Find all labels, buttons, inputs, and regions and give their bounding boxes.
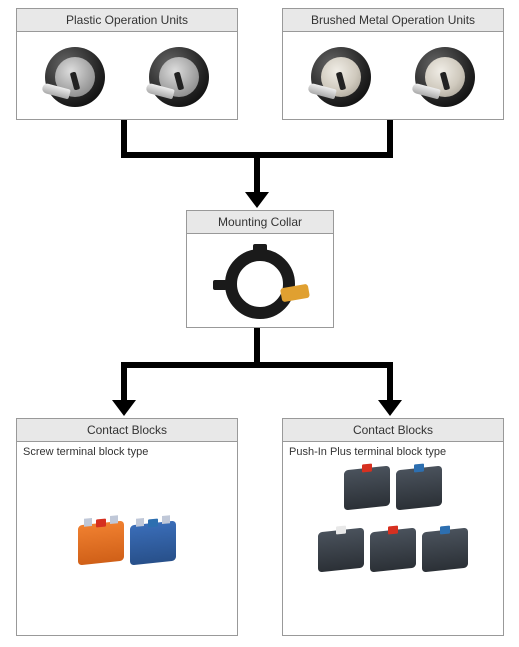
contact-block-blue-icon [130,521,176,566]
arrow-down-icon [245,192,269,208]
plastic-units-card: Plastic Operation Units [16,8,238,120]
connector-line [121,362,393,368]
contact-block-dark-icon [370,528,416,573]
contact-block-dark-icon [422,528,468,573]
contact-blocks-left-body [17,458,237,620]
connector-line [121,362,127,402]
contact-block-row [289,468,497,508]
keyswitch-brushed-icon [306,42,376,112]
connector-line [254,152,260,194]
mounting-collar-icon [205,244,315,324]
contact-blocks-right-body [283,458,503,620]
plastic-units-body [17,32,237,122]
contact-blocks-left-title: Contact Blocks [17,419,237,442]
contact-block-dark-icon [318,528,364,573]
contact-blocks-right-card: Contact Blocks Push-In Plus terminal blo… [282,418,504,636]
contact-block-dark-icon [344,466,390,511]
contact-blocks-left-subtitle: Screw terminal block type [17,442,237,458]
arrow-down-icon [112,400,136,416]
contact-blocks-right-title: Contact Blocks [283,419,503,442]
mounting-collar-title: Mounting Collar [187,211,333,234]
arrow-down-icon [378,400,402,416]
contact-blocks-left-card: Contact Blocks Screw terminal block type [16,418,238,636]
mounting-collar-body [187,234,333,330]
contact-block-orange-icon [78,521,124,566]
mounting-collar-card: Mounting Collar [186,210,334,328]
keyswitch-brushed-icon [410,42,480,112]
plastic-units-title: Plastic Operation Units [17,9,237,32]
contact-blocks-right-subtitle: Push-In Plus terminal block type [283,442,503,458]
contact-block-row [78,523,176,563]
brushed-units-title: Brushed Metal Operation Units [283,9,503,32]
brushed-units-body [283,32,503,122]
brushed-units-card: Brushed Metal Operation Units [282,8,504,120]
connector-line [387,362,393,402]
contact-block-row [289,530,497,570]
keyswitch-icon [40,42,110,112]
contact-block-dark-icon [396,466,442,511]
keyswitch-icon [144,42,214,112]
